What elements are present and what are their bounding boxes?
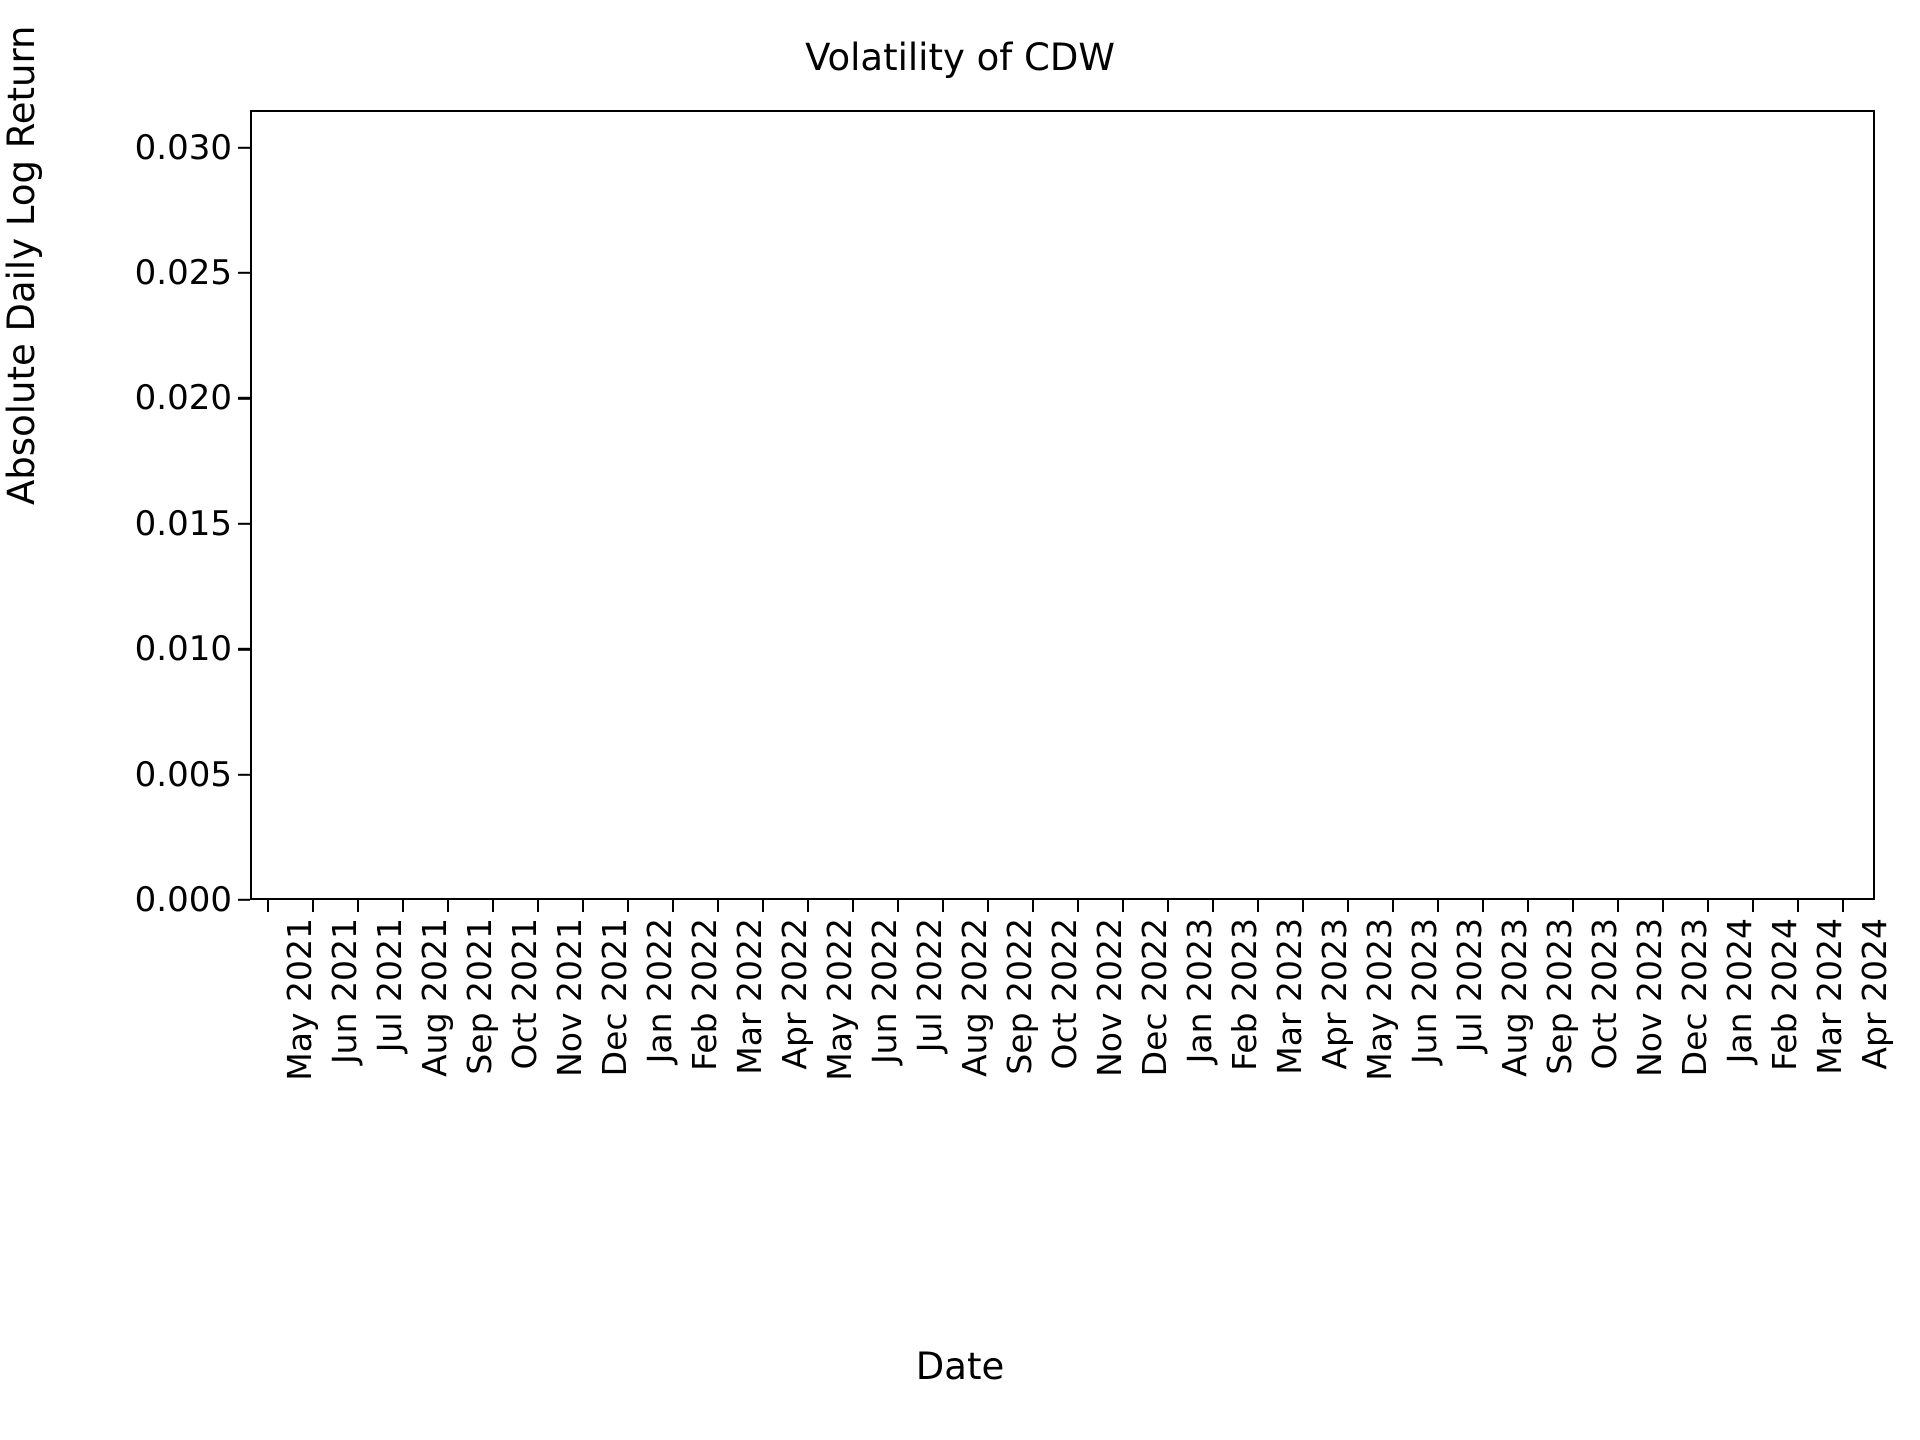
y-tick-label: 0.015 [134, 503, 232, 544]
x-tick-label: Oct 2021 [505, 918, 544, 1070]
x-tick-mark [446, 900, 450, 912]
x-tick-label: Jun 2022 [865, 918, 904, 1065]
x-tick-mark [1346, 900, 1350, 912]
x-tick-label: May 2022 [820, 918, 859, 1081]
x-tick-mark [1436, 900, 1440, 912]
x-tick-label: Sep 2022 [1000, 918, 1039, 1075]
x-tick-label: Jan 2024 [1720, 918, 1759, 1064]
x-tick-mark [1706, 900, 1710, 912]
x-tick-label: Dec 2023 [1675, 918, 1714, 1077]
x-tick-label: Apr 2023 [1315, 918, 1354, 1070]
chart-title: Volatility of CDW [805, 36, 1115, 79]
x-tick-label: Jul 2021 [370, 918, 409, 1053]
x-tick-label: Jan 2023 [1180, 918, 1219, 1064]
x-tick-label: Feb 2024 [1765, 918, 1804, 1071]
y-tick-label: 0.020 [134, 378, 232, 419]
x-tick-mark [1166, 900, 1170, 912]
x-tick-label: Aug 2022 [955, 918, 994, 1077]
x-tick-mark [986, 900, 990, 912]
x-tick-mark [1841, 900, 1845, 912]
plot-frame-border [250, 110, 1875, 900]
x-tick-label: Sep 2021 [460, 918, 499, 1075]
x-tick-label: Jun 2021 [325, 918, 364, 1065]
x-tick-label: Jun 2023 [1405, 918, 1444, 1065]
x-tick-label: Feb 2022 [685, 918, 724, 1071]
x-tick-mark [1796, 900, 1800, 912]
x-tick-mark [851, 900, 855, 912]
y-tick-label: 0.025 [134, 253, 232, 294]
x-tick-mark [1616, 900, 1620, 912]
x-tick-label: Dec 2021 [595, 918, 634, 1077]
plot-area [250, 110, 1875, 900]
y-tick-mark [238, 271, 250, 275]
x-tick-mark [716, 900, 720, 912]
y-tick-label: 0.030 [134, 127, 232, 168]
x-tick-mark [311, 900, 315, 912]
y-tick-mark [238, 146, 250, 149]
x-tick-label: Dec 2022 [1135, 918, 1174, 1077]
y-tick-mark [238, 522, 250, 525]
x-tick-mark [1751, 900, 1755, 912]
x-tick-mark [1481, 900, 1485, 912]
x-tick-mark [626, 900, 630, 912]
x-axis-label: Date [915, 1345, 1005, 1388]
x-tick-label: Jul 2022 [910, 918, 949, 1053]
x-tick-mark [1391, 900, 1395, 912]
x-tick-mark [266, 900, 270, 912]
x-tick-mark [806, 900, 810, 912]
y-tick-label: 0.005 [134, 754, 232, 795]
y-tick-mark [238, 397, 250, 400]
y-tick-mark [238, 773, 250, 776]
x-tick-label: May 2023 [1360, 918, 1399, 1081]
x-tick-mark [1256, 900, 1260, 912]
x-tick-mark [1031, 900, 1035, 912]
y-tick-label: 0.010 [134, 629, 232, 670]
x-tick-label: Nov 2022 [1090, 918, 1129, 1077]
y-tick-mark [238, 898, 250, 902]
x-tick-mark [941, 900, 945, 912]
x-tick-label: Jul 2023 [1450, 918, 1489, 1053]
y-tick-label: 0.000 [134, 880, 232, 920]
x-tick-mark [536, 900, 540, 912]
x-tick-label: Mar 2022 [730, 918, 769, 1075]
x-tick-label: Feb 2023 [1225, 918, 1264, 1071]
x-tick-label: May 2021 [280, 918, 319, 1081]
x-tick-label: Aug 2023 [1495, 918, 1534, 1077]
x-tick-mark [671, 900, 675, 912]
x-tick-label: Sep 2023 [1540, 918, 1579, 1075]
x-tick-label: Mar 2024 [1810, 918, 1849, 1075]
x-tick-label: Nov 2023 [1630, 918, 1669, 1077]
x-tick-mark [761, 900, 765, 912]
x-tick-label: Apr 2024 [1855, 918, 1894, 1070]
x-tick-mark [1571, 900, 1575, 912]
x-tick-mark [896, 900, 900, 912]
x-tick-mark [1526, 900, 1530, 912]
x-tick-label: Aug 2021 [415, 918, 454, 1077]
x-tick-mark [1661, 900, 1665, 912]
x-tick-mark [581, 900, 585, 912]
x-tick-label: Jan 2022 [640, 918, 679, 1064]
x-tick-mark [1076, 900, 1080, 912]
x-tick-label: Mar 2023 [1270, 918, 1309, 1075]
x-tick-label: Nov 2021 [550, 918, 589, 1077]
y-tick-mark [238, 648, 250, 651]
x-tick-mark [491, 900, 495, 912]
x-tick-mark [401, 900, 405, 912]
x-tick-mark [1211, 900, 1215, 912]
x-tick-label: Oct 2023 [1585, 918, 1624, 1070]
x-tick-mark [1301, 900, 1305, 912]
x-tick-label: Oct 2022 [1045, 918, 1084, 1070]
x-tick-mark [356, 900, 360, 912]
x-tick-label: Apr 2022 [775, 918, 814, 1070]
x-tick-mark [1121, 900, 1125, 912]
